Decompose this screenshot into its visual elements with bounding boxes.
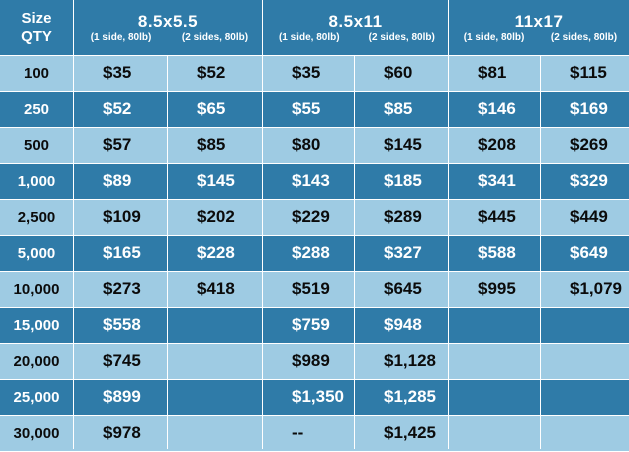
group-title: 8.5x5.5 <box>137 12 199 31</box>
subheader-1-side: (1 side, 80lb) <box>463 32 525 43</box>
price-cell: $327 <box>354 235 448 271</box>
price-cell: $273 <box>73 271 167 307</box>
price-cell: $85 <box>167 127 262 163</box>
price-cell: $60 <box>354 55 448 91</box>
size-qty-header: Size QTY <box>0 0 73 55</box>
price-cell <box>540 343 629 379</box>
subheader-2-sides: (2 sides, 80lb) <box>550 32 618 43</box>
price-cell <box>540 379 629 415</box>
price-cell: $449 <box>540 199 629 235</box>
price-cell: $52 <box>167 55 262 91</box>
qty-cell: 250 <box>0 91 73 127</box>
price-cell: $1,079 <box>540 271 629 307</box>
qty-cell: 20,000 <box>0 343 73 379</box>
price-cell: $341 <box>448 163 540 199</box>
price-cell: $165 <box>73 235 167 271</box>
price-cell: $80 <box>262 127 354 163</box>
price-cell <box>167 379 262 415</box>
group-title: 8.5x11 <box>328 12 383 31</box>
qty-cell: 2,500 <box>0 199 73 235</box>
price-cell: $143 <box>262 163 354 199</box>
price-cell: $978 <box>73 415 167 451</box>
price-cell: $558 <box>73 307 167 343</box>
price-cell: $145 <box>354 127 448 163</box>
qty-cell: 10,000 <box>0 271 73 307</box>
price-cell <box>448 379 540 415</box>
price-cell: $228 <box>167 235 262 271</box>
price-cell: $81 <box>448 55 540 91</box>
price-cell: $145 <box>167 163 262 199</box>
price-cell: $89 <box>73 163 167 199</box>
qty-cell: 30,000 <box>0 415 73 451</box>
price-cell <box>167 415 262 451</box>
qty-cell: 25,000 <box>0 379 73 415</box>
price-cell <box>540 415 629 451</box>
group-title: 11x17 <box>514 12 564 31</box>
price-cell: $146 <box>448 91 540 127</box>
price-cell <box>167 343 262 379</box>
price-cell: $52 <box>73 91 167 127</box>
price-cell: $289 <box>354 199 448 235</box>
price-cell: $1,425 <box>354 415 448 451</box>
price-cell: $35 <box>262 55 354 91</box>
qty-cell: 1,000 <box>0 163 73 199</box>
price-cell <box>540 307 629 343</box>
price-cell: $759 <box>262 307 354 343</box>
subheader-1-side: (1 side, 80lb) <box>90 32 152 43</box>
price-cell: $65 <box>167 91 262 127</box>
price-cell: $269 <box>540 127 629 163</box>
price-cell: $109 <box>73 199 167 235</box>
price-cell: $1,128 <box>354 343 448 379</box>
subheader-2-sides: (2 sides, 80lb) <box>368 32 435 43</box>
price-cell: $55 <box>262 91 354 127</box>
price-cell: $899 <box>73 379 167 415</box>
price-cell: $229 <box>262 199 354 235</box>
price-cell: $329 <box>540 163 629 199</box>
price-cell: $202 <box>167 199 262 235</box>
group-header-11x17: 11x17 (1 side, 80lb) (2 sides, 80lb) <box>448 0 629 55</box>
price-cell: $519 <box>262 271 354 307</box>
price-cell <box>448 415 540 451</box>
price-cell: $645 <box>354 271 448 307</box>
price-cell: $989 <box>262 343 354 379</box>
qty-label: QTY <box>21 27 52 45</box>
price-cell: $35 <box>73 55 167 91</box>
price-cell: $185 <box>354 163 448 199</box>
size-label: Size <box>21 9 52 27</box>
price-cell: $57 <box>73 127 167 163</box>
price-cell: $1,350 <box>262 379 354 415</box>
qty-cell: 500 <box>0 127 73 163</box>
price-cell: $208 <box>448 127 540 163</box>
price-cell: $948 <box>354 307 448 343</box>
subheader-1-side: (1 side, 80lb) <box>278 32 340 43</box>
price-cell: $418 <box>167 271 262 307</box>
qty-cell: 5,000 <box>0 235 73 271</box>
qty-cell: 100 <box>0 55 73 91</box>
subheader-2-sides: (2 sides, 80lb) <box>181 32 249 43</box>
price-cell: $115 <box>540 55 629 91</box>
price-cell: -- <box>262 415 354 451</box>
price-cell: $288 <box>262 235 354 271</box>
price-cell <box>448 307 540 343</box>
price-cell: $169 <box>540 91 629 127</box>
price-cell <box>448 343 540 379</box>
qty-cell: 15,000 <box>0 307 73 343</box>
price-cell: $588 <box>448 235 540 271</box>
price-cell: $1,285 <box>354 379 448 415</box>
price-cell: $995 <box>448 271 540 307</box>
price-cell: $85 <box>354 91 448 127</box>
group-header-8-5x5-5: 8.5x5.5 (1 side, 80lb) (2 sides, 80lb) <box>73 0 262 55</box>
price-cell <box>167 307 262 343</box>
group-header-8-5x11: 8.5x11 (1 side, 80lb) (2 sides, 80lb) <box>262 0 448 55</box>
price-cell: $649 <box>540 235 629 271</box>
price-cell: $445 <box>448 199 540 235</box>
price-cell: $745 <box>73 343 167 379</box>
